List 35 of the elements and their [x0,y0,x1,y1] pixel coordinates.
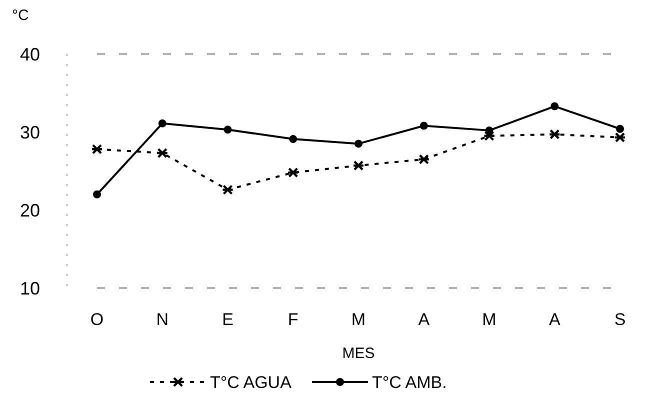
x-tick-label: E [222,310,234,329]
x-tick-label: A [418,310,430,329]
point [616,124,624,133]
point [420,122,428,130]
point [287,167,300,178]
x-tick-label: M [351,310,366,329]
point [614,132,626,143]
point [418,154,430,164]
x-tick-label: M [482,310,496,329]
point [483,130,496,141]
x-tick-label: O [90,310,104,329]
legend-label: T°C AGUA [210,373,292,392]
legend-label: T°C AMB. [372,373,447,392]
point [352,160,365,171]
point [93,190,101,198]
point [485,126,494,134]
x-tick-label: N [156,310,169,329]
point [354,140,362,148]
x-axis-title: MES [342,345,375,362]
y-tick-label: 20 [20,200,40,220]
x-tick-label: A [548,310,561,329]
point [158,119,166,128]
point [90,144,104,154]
point [156,148,168,158]
point [548,129,561,140]
point [224,126,232,134]
x-tick-label: S [614,310,626,329]
y-axis-title: °C [12,7,29,24]
y-tick-label: 40 [20,44,40,64]
y-tick-label: 10 [20,278,40,298]
x-tick-label: F [288,310,298,329]
y-tick-label: 30 [20,122,40,142]
point [289,135,298,144]
point [550,102,559,110]
point [222,184,234,195]
